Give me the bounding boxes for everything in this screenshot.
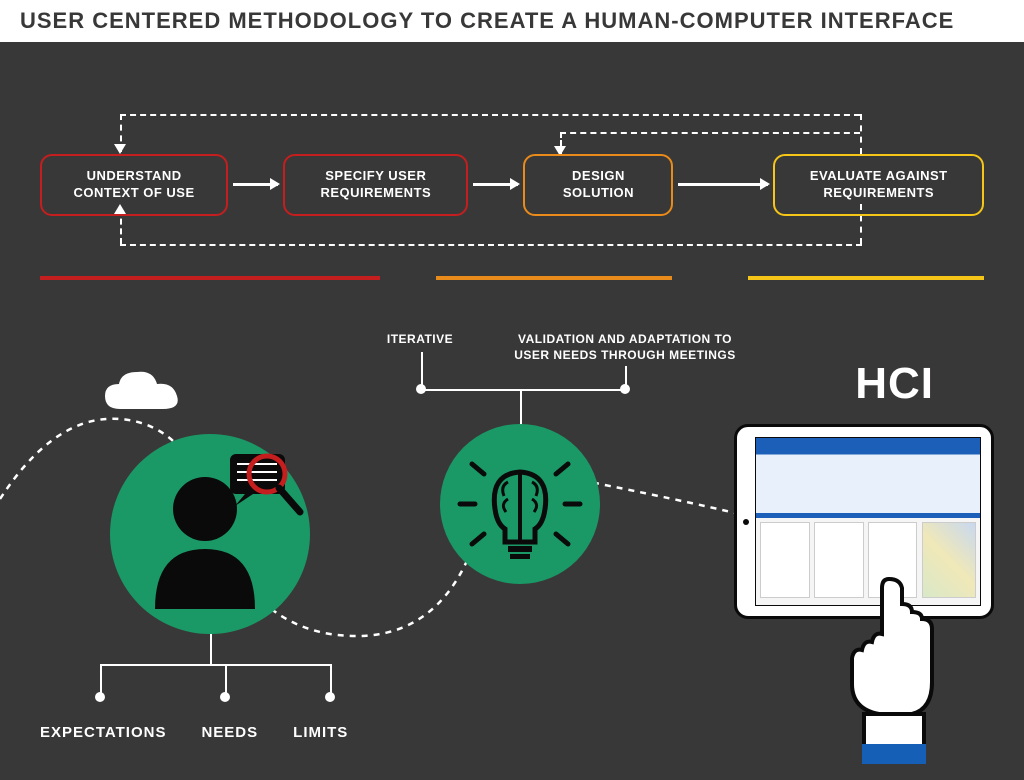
conn-limits-dot-icon [325, 692, 335, 702]
label-limits: LIMITS [293, 724, 348, 741]
hand-pointer-icon [834, 574, 964, 764]
magnifier-chat-icon [225, 444, 315, 534]
infographic-body: UNDERSTAND CONTEXT OF USE SPECIFY USER R… [0, 44, 1024, 780]
bottom-labels: EXPECTATIONS NEEDS LIMITS [40, 724, 348, 741]
hci-title: HCI [855, 359, 934, 409]
underline-red [40, 276, 380, 280]
dashed-short-horizontal [560, 132, 860, 134]
label-validation: VALIDATION AND ADAPTATION TO USER NEEDS … [505, 332, 745, 363]
dashed-top-horizontal [120, 114, 860, 116]
box-evaluate: EVALUATE AGAINST REQUIREMENTS [773, 154, 984, 216]
label-needs: NEEDS [201, 724, 258, 741]
box-design: DESIGN SOLUTION [523, 154, 673, 216]
page-title: USER CENTERED METHODOLOGY TO CREATE A HU… [20, 8, 1004, 34]
box-understand: UNDERSTAND CONTEXT OF USE [40, 154, 228, 216]
brain-bulb-icon [440, 424, 600, 584]
middle-labels: ITERATIVE VALIDATION AND ADAPTATION TO U… [375, 332, 745, 363]
underlines [0, 276, 1024, 280]
dashed-bottom-horizontal [120, 244, 862, 246]
screen-panel-1 [760, 522, 809, 599]
flow-container: UNDERSTAND CONTEXT OF USE SPECIFY USER R… [0, 154, 1024, 216]
arrow-3-icon [678, 183, 768, 186]
arrow-2-icon [473, 183, 518, 186]
underline-yellow [748, 276, 984, 280]
conn-expect-dot-icon [95, 692, 105, 702]
underline-gap1 [380, 276, 437, 280]
header: USER CENTERED METHODOLOGY TO CREATE A HU… [0, 0, 1024, 44]
label-expectations: EXPECTATIONS [40, 724, 166, 741]
box-specify: SPECIFY USER REQUIREMENTS [283, 154, 468, 216]
conn-user-down [210, 634, 212, 664]
underline-orange [436, 276, 672, 280]
dashed-top-right-vert [860, 114, 862, 154]
flow-boxes: UNDERSTAND CONTEXT OF USE SPECIFY USER R… [40, 154, 984, 216]
user-circle [110, 434, 310, 634]
conn-needs-dot-icon [220, 692, 230, 702]
brain-circle [440, 424, 600, 584]
conn-user-h [100, 664, 330, 666]
underline-gap2 [672, 276, 748, 280]
arrow-1-icon [233, 183, 278, 186]
label-iterative: ITERATIVE [375, 332, 465, 363]
dashed-arrow-into-understand-icon [114, 144, 126, 154]
